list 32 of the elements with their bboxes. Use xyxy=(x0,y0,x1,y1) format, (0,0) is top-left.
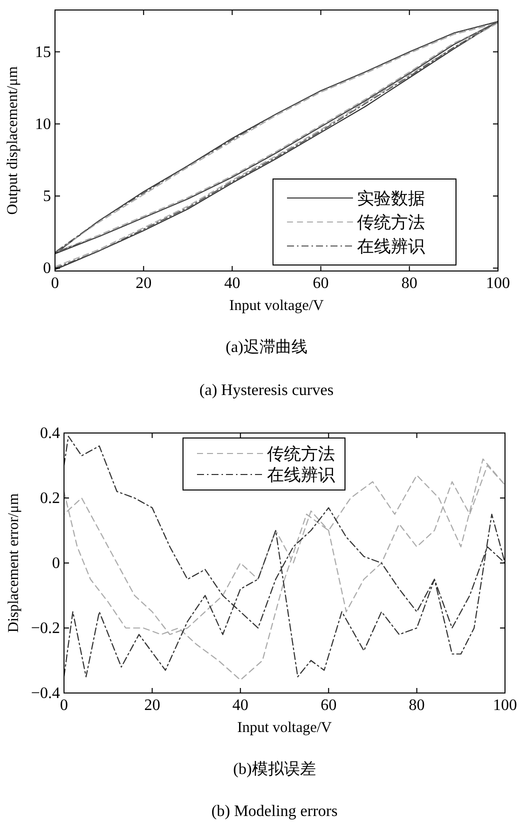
x-tick-label: 40 xyxy=(232,697,248,714)
text: (b) Modeling errors xyxy=(211,803,338,820)
legend-label: 传统方法 xyxy=(357,213,425,232)
y-tick-label: 0.2 xyxy=(40,490,60,507)
text: (b)模拟误差 xyxy=(233,760,316,778)
y-tick-label: 10 xyxy=(35,116,51,133)
y-axis-title: Output displacement/μm xyxy=(5,66,21,215)
x-tick-label: 60 xyxy=(312,275,329,292)
x-tick-label: 20 xyxy=(144,697,160,714)
text: (a)迟滞曲线 xyxy=(226,338,308,356)
y-tick-label: 15 xyxy=(35,44,51,61)
y-tick-label: 0 xyxy=(43,260,51,278)
legend-label: 在线辨识 xyxy=(357,237,425,256)
y-tick-label: −0.4 xyxy=(30,685,60,702)
x-tick-label: 100 xyxy=(493,697,517,714)
legend-label: 在线辨识 xyxy=(267,466,335,484)
x-tick-label: 80 xyxy=(401,275,418,292)
x-axis-title: Input voltage/V xyxy=(229,298,324,314)
y-axis-title: Displacement error/μm xyxy=(6,493,22,633)
y-tick-label: 0.4 xyxy=(40,425,60,442)
x-tick-label: 100 xyxy=(486,275,510,292)
x-tick-label: 60 xyxy=(320,697,337,714)
y-tick-label: 0 xyxy=(52,555,60,572)
x-tick-label: 20 xyxy=(136,275,152,292)
x-tick-label: 40 xyxy=(224,275,240,292)
legend-label: 传统方法 xyxy=(267,444,335,464)
text: (a) Hysteresis curves xyxy=(199,382,334,399)
x-tick-label: 80 xyxy=(408,697,425,714)
y-tick-label: −0.2 xyxy=(30,620,60,637)
y-tick-label: 5 xyxy=(43,188,51,206)
legend-label: 实验数据 xyxy=(357,189,425,208)
x-axis-title: Input voltage/V xyxy=(237,720,332,736)
